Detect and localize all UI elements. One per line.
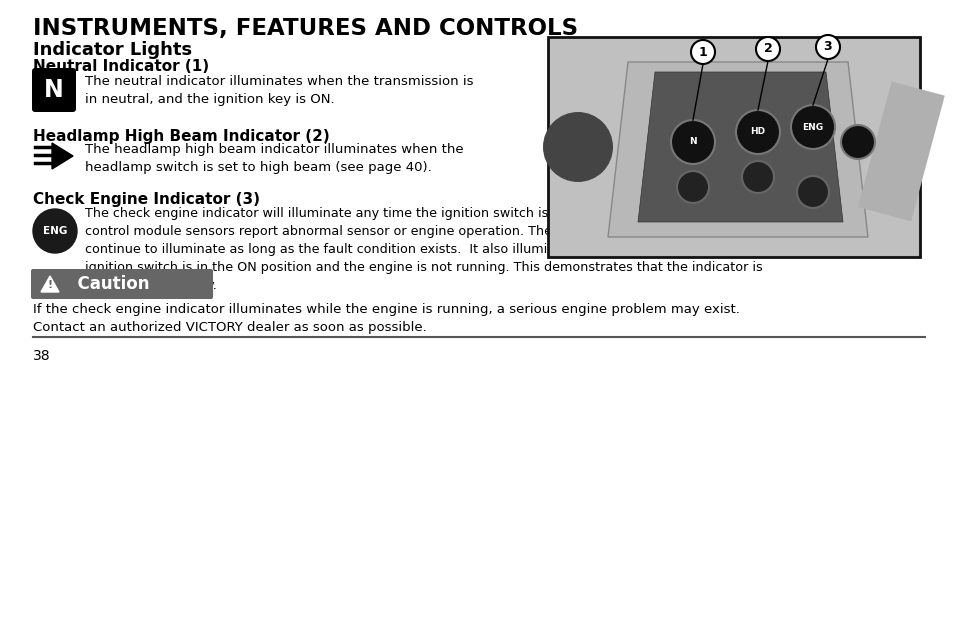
Circle shape — [815, 35, 840, 59]
Text: The headlamp high beam indicator illuminates when the
headlamp switch is set to : The headlamp high beam indicator illumin… — [85, 143, 463, 174]
Text: N: N — [44, 78, 64, 102]
Circle shape — [796, 176, 828, 208]
Circle shape — [677, 171, 708, 203]
Text: ENG: ENG — [801, 122, 822, 132]
Text: !: ! — [48, 280, 52, 290]
Text: HD: HD — [750, 127, 764, 137]
Text: Caution: Caution — [66, 275, 150, 293]
Text: Headlamp High Beam Indicator (2): Headlamp High Beam Indicator (2) — [33, 129, 330, 144]
Text: N: N — [688, 137, 696, 147]
Circle shape — [755, 37, 780, 61]
Circle shape — [33, 209, 77, 253]
Text: 3: 3 — [822, 41, 831, 53]
Text: If the check engine indicator illuminates while the engine is running, a serious: If the check engine indicator illuminate… — [33, 303, 740, 334]
FancyBboxPatch shape — [32, 68, 76, 112]
Circle shape — [741, 161, 773, 193]
Circle shape — [841, 125, 874, 159]
Polygon shape — [607, 62, 867, 237]
Text: 1: 1 — [698, 46, 706, 58]
Polygon shape — [41, 276, 59, 292]
Text: Indicator Lights: Indicator Lights — [33, 41, 192, 59]
Circle shape — [542, 112, 613, 182]
Circle shape — [670, 120, 714, 164]
Circle shape — [735, 110, 780, 154]
Polygon shape — [52, 143, 73, 169]
Text: Neutral Indicator (1): Neutral Indicator (1) — [33, 59, 209, 74]
Circle shape — [790, 105, 834, 149]
Text: 2: 2 — [762, 43, 772, 56]
Text: Check Engine Indicator (3): Check Engine Indicator (3) — [33, 192, 260, 207]
Bar — [857, 82, 943, 221]
Text: The neutral indicator illuminates when the transmission is
in neutral, and the i: The neutral indicator illuminates when t… — [85, 75, 473, 107]
Polygon shape — [638, 72, 842, 222]
Bar — [550, 39, 917, 255]
Text: The check engine indicator will illuminate any time the ignition switch is in th: The check engine indicator will illumina… — [85, 207, 768, 292]
Text: ENG: ENG — [43, 226, 67, 236]
Text: INSTRUMENTS, FEATURES AND CONTROLS: INSTRUMENTS, FEATURES AND CONTROLS — [33, 17, 578, 40]
Circle shape — [690, 40, 714, 64]
Text: 38: 38 — [33, 349, 51, 363]
FancyBboxPatch shape — [30, 269, 213, 299]
Bar — [547, 37, 919, 257]
